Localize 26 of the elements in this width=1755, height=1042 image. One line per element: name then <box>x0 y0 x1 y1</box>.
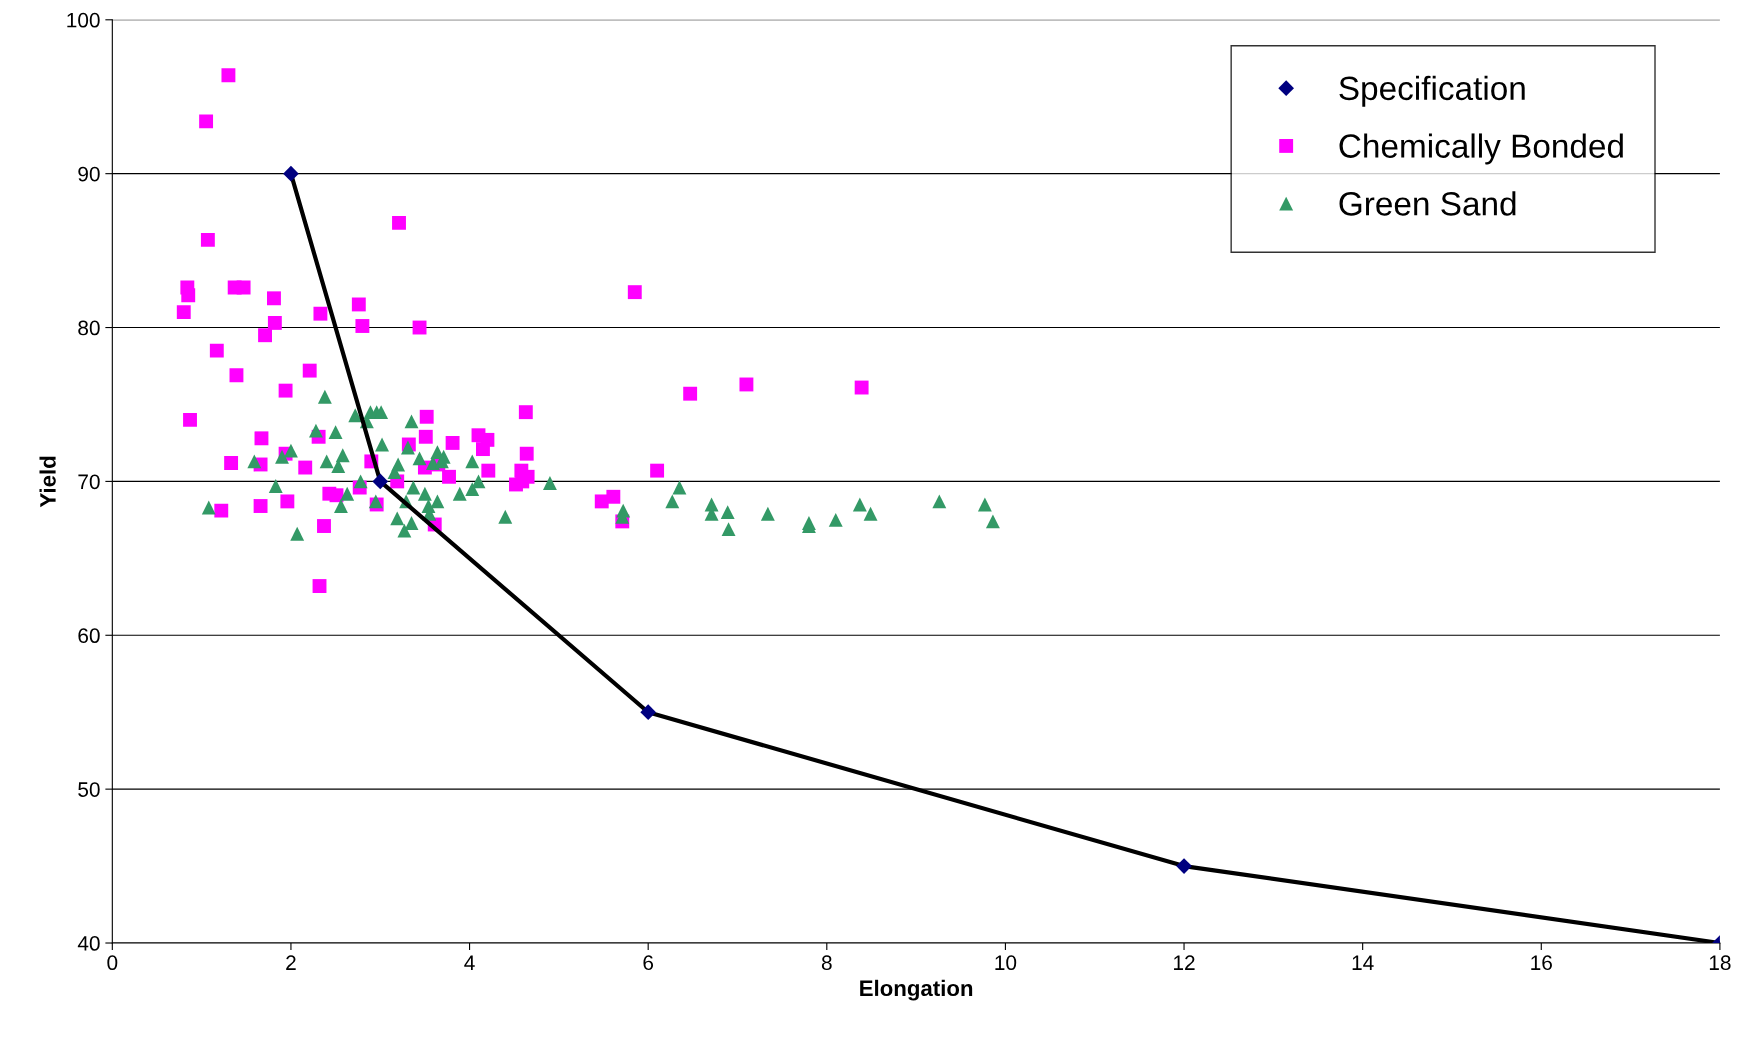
x-tick-label: 2 <box>286 955 296 970</box>
x-tick-label: 14 <box>1352 955 1374 970</box>
legend-label: Specification <box>1339 75 1525 107</box>
y-axis-title: Yield <box>39 456 56 508</box>
x-tick-label: 4 <box>464 955 475 970</box>
x-tick-label: 10 <box>995 955 1017 971</box>
legend-label: Chemically Bonded <box>1339 133 1623 165</box>
point <box>283 165 299 182</box>
x-tick-label: 12 <box>1174 955 1195 970</box>
x-tick-label: 8 <box>821 955 832 971</box>
x-tick-label: 0 <box>107 955 118 971</box>
x-tick-label: 6 <box>643 955 654 971</box>
y-tick-label: 50 <box>78 782 100 797</box>
y-tick-label: 60 <box>78 628 100 644</box>
x-tick-label: 18 <box>1709 955 1731 971</box>
y-tick-label: 90 <box>78 166 100 182</box>
y-tick-label: 80 <box>78 320 100 336</box>
x-axis-title: Elongation <box>860 979 973 1001</box>
point <box>1176 858 1192 874</box>
y-tick-label: 70 <box>78 474 100 490</box>
y-tick-label: 40 <box>77 936 100 951</box>
point <box>372 473 389 490</box>
point <box>640 704 657 721</box>
x-tick-label: 16 <box>1531 955 1552 971</box>
y-tick-label: 100 <box>67 12 100 28</box>
legend-label: Green Sand <box>1339 191 1516 216</box>
